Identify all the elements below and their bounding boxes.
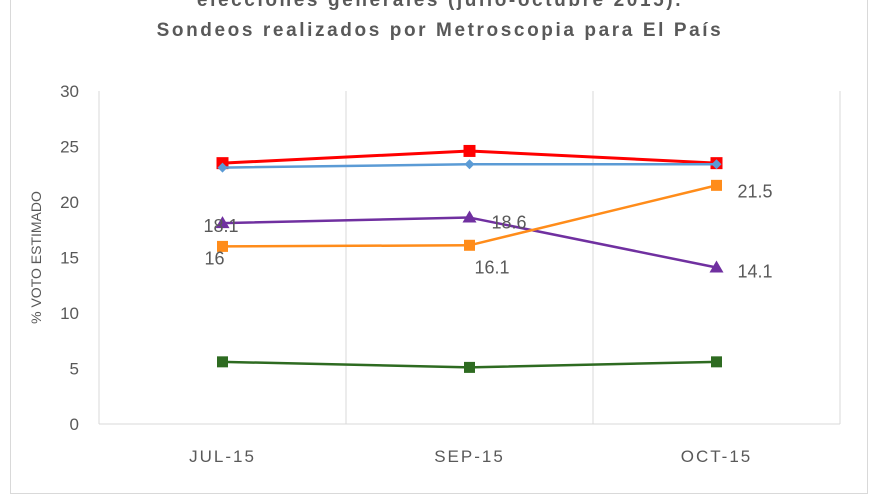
data-label: 18.1 <box>204 216 239 236</box>
y-tick-label: 0 <box>70 415 79 434</box>
chart-title-line-2: Sondeos realizados por Metroscopia para … <box>156 20 724 41</box>
data-label: 16 <box>205 248 225 268</box>
y-tick-label: 15 <box>60 249 79 268</box>
data-point-marker <box>215 216 230 229</box>
data-label: 16.1 <box>475 257 510 277</box>
data-point-marker <box>711 179 722 191</box>
data-point-marker <box>464 159 475 170</box>
x-tick-label: OCT-15 <box>681 447 753 466</box>
data-point-marker <box>217 162 228 173</box>
data-point-marker <box>462 210 477 223</box>
data-label: 14.1 <box>738 261 773 281</box>
data-point-marker <box>464 361 475 373</box>
y-axis-label: % VOTO ESTIMADO <box>28 191 44 324</box>
data-point-marker <box>217 356 228 368</box>
y-tick-label: 5 <box>70 360 79 379</box>
chart-frame <box>10 0 868 494</box>
y-tick-label: 20 <box>60 193 79 212</box>
data-point-marker <box>464 239 475 251</box>
data-point-marker <box>463 144 476 157</box>
data-point-marker <box>711 159 722 170</box>
data-point-marker <box>711 356 722 368</box>
x-tick-label: SEP-15 <box>434 447 505 466</box>
x-tick-label: JUL-15 <box>189 447 256 466</box>
y-tick-label: 10 <box>60 304 79 323</box>
data-point-marker <box>217 240 228 252</box>
y-tick-label: 30 <box>60 82 79 101</box>
y-tick-label: 25 <box>60 138 79 157</box>
data-label: 21.5 <box>738 181 773 201</box>
data-label: 18.6 <box>492 213 527 233</box>
chart-title-line-1: elecciones generales (julio-octubre 2015… <box>196 0 684 11</box>
data-point-marker <box>709 260 724 273</box>
